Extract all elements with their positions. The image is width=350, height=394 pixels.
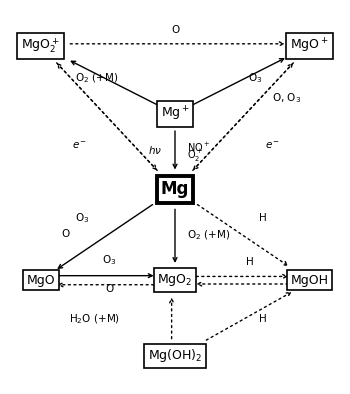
Text: H: H: [246, 257, 253, 267]
Text: $h\nu$: $h\nu$: [148, 144, 162, 156]
Text: MgO$^+$: MgO$^+$: [290, 37, 329, 55]
Text: O$_3$: O$_3$: [76, 211, 90, 225]
Text: e$^-$: e$^-$: [72, 140, 87, 151]
Text: MgO$_2^+$: MgO$_2^+$: [21, 36, 60, 55]
Text: Mg(OH)$_2$: Mg(OH)$_2$: [148, 348, 202, 364]
Text: O$_2$ (+M): O$_2$ (+M): [187, 228, 230, 242]
Text: NO$^+$: NO$^+$: [187, 141, 210, 154]
Text: O, O$_3$: O, O$_3$: [272, 91, 302, 105]
Text: MgO: MgO: [26, 274, 55, 287]
Text: O$_3$: O$_3$: [248, 71, 262, 85]
Text: H: H: [259, 213, 267, 223]
Text: O$_2^+$: O$_2^+$: [187, 148, 203, 164]
Text: MgO$_2$: MgO$_2$: [158, 272, 192, 288]
Text: O$_2$ (+M): O$_2$ (+M): [75, 71, 119, 85]
Text: Mg$^+$: Mg$^+$: [161, 105, 189, 123]
Text: H: H: [259, 314, 267, 324]
Text: H$_2$O (+M): H$_2$O (+M): [69, 312, 120, 325]
Text: O: O: [62, 229, 70, 239]
Text: O: O: [105, 284, 114, 294]
Text: O$_3$: O$_3$: [102, 253, 117, 267]
Text: MgOH: MgOH: [290, 274, 328, 287]
Text: e$^-$: e$^-$: [265, 140, 280, 151]
Text: O: O: [171, 25, 179, 35]
Text: Mg: Mg: [161, 180, 189, 199]
